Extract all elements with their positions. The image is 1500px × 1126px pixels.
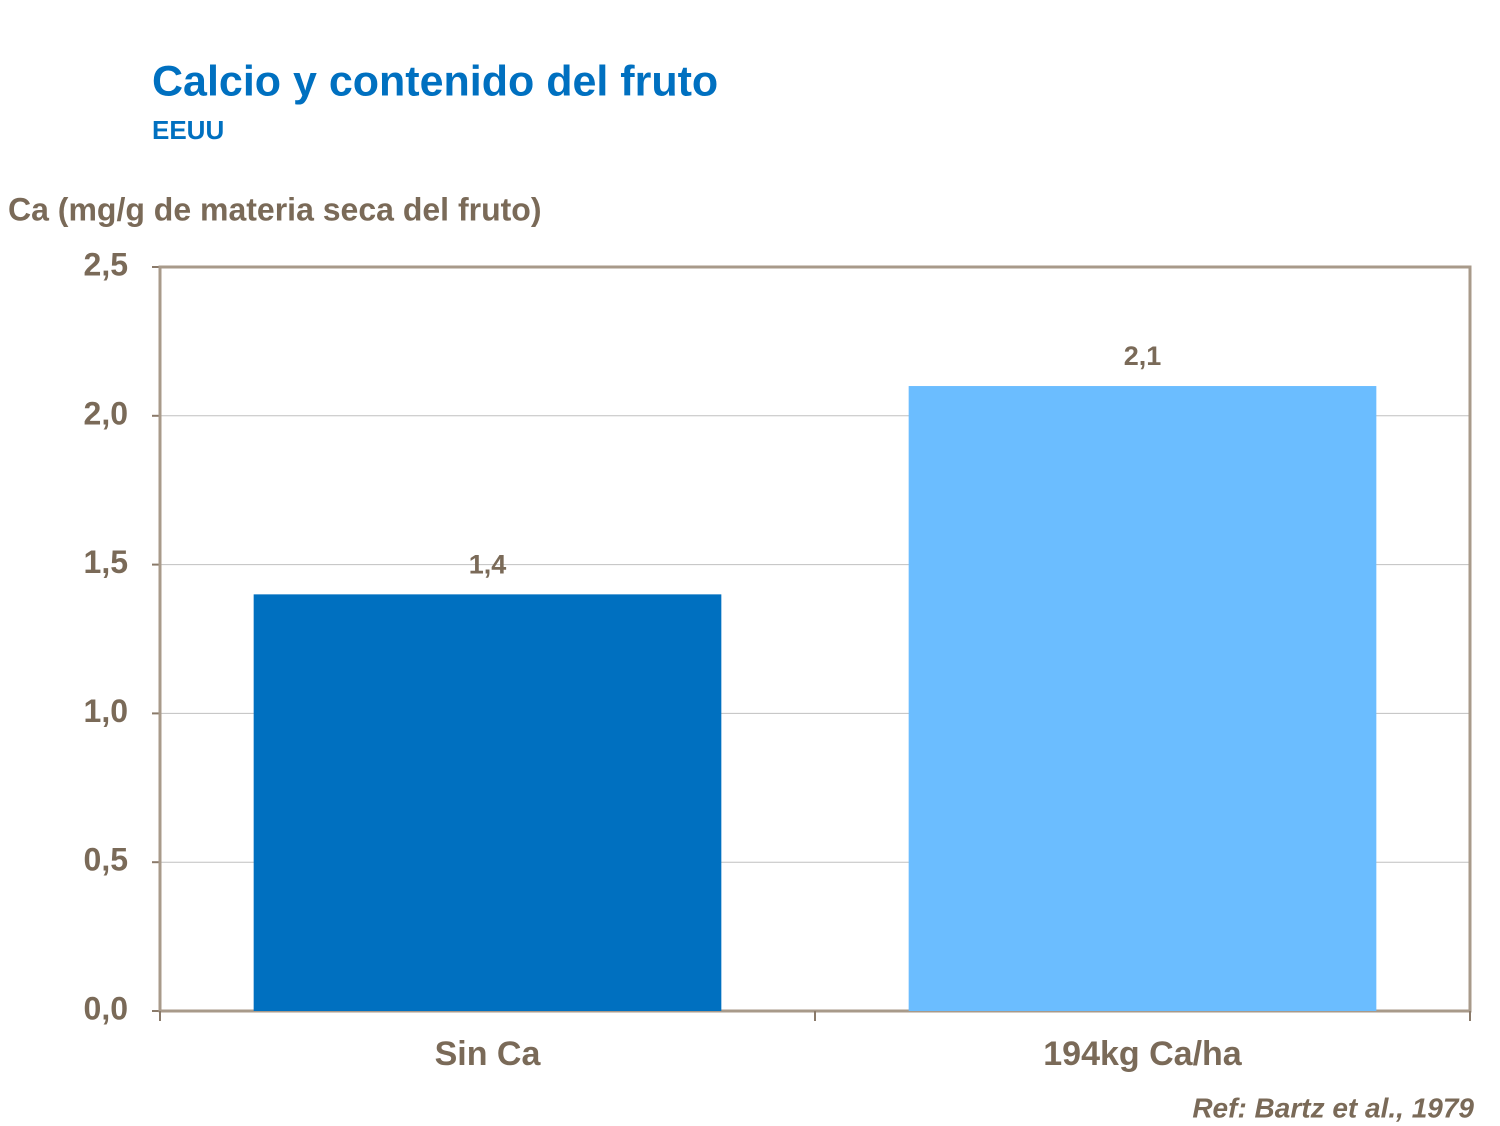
value-label: 2,1 (1124, 341, 1162, 371)
chart-title: Calcio y contenido del fruto (152, 57, 718, 105)
bar (253, 594, 722, 1011)
annotation: Ref: Bartz et al., 1979 (1192, 1092, 1474, 1123)
y-tick-label: 0,5 (84, 842, 128, 878)
y-tick-label: 2,5 (84, 246, 128, 282)
x-tick-label: 194kg Ca/ha (1043, 1035, 1243, 1073)
y-tick-label: 0,0 (84, 990, 128, 1026)
y-tick-label: 2,0 (84, 395, 128, 431)
chart-subtitle: EEUU (152, 115, 224, 145)
y-tick-label: 1,5 (84, 544, 128, 580)
x-tick-label: Sin Ca (435, 1035, 542, 1073)
y-axis-label: Ca (mg/g de materia seca del fruto) (8, 191, 541, 227)
bar (908, 386, 1377, 1011)
y-tick-label: 1,0 (84, 693, 128, 729)
value-label: 1,4 (469, 549, 507, 579)
